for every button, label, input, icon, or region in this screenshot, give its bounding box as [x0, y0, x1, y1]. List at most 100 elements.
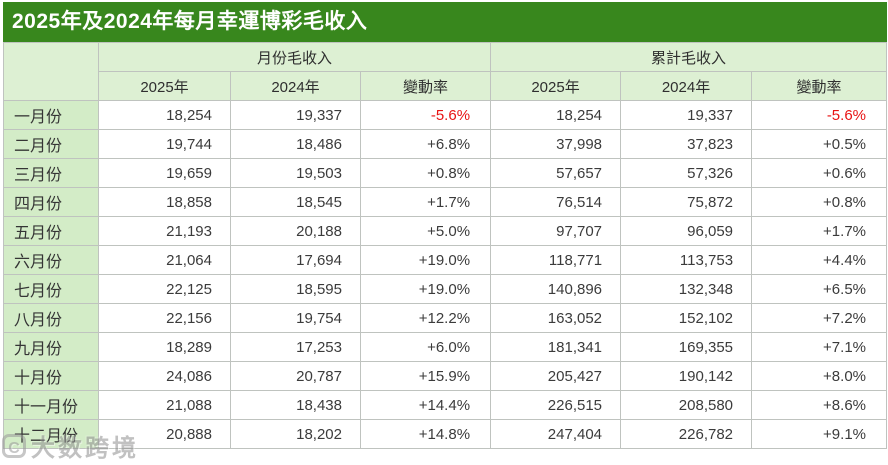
month-cell: 七月份: [3, 274, 99, 304]
monthly-2024-cell: 19,754: [230, 303, 361, 333]
header-cumulative-change: 變動率: [751, 71, 887, 101]
monthly-change-cell: +15.9%: [359, 361, 492, 391]
table-header: 月份毛收入 累計毛收入 2025年 2024年 變動率 2025年 2024年 …: [3, 42, 887, 101]
group-header-row: 月份毛收入 累計毛收入: [3, 42, 887, 101]
monthly-2024-cell: 18,438: [230, 390, 361, 420]
group-header-monthly: 月份毛收入: [97, 42, 492, 72]
cumulative-2024-cell: 132,348: [620, 274, 753, 304]
monthly-change-cell: +6.0%: [359, 332, 492, 362]
cumulative-2024-cell: 208,580: [620, 390, 753, 420]
month-cell: 十一月份: [3, 390, 99, 420]
cumulative-2025-cell: 247,404: [490, 419, 622, 449]
monthly-2025-cell: 19,659: [98, 158, 231, 188]
cumulative-2024-cell: 19,337: [620, 100, 753, 130]
month-cell: 八月份: [3, 303, 99, 333]
cumulative-2025-cell: 37,998: [490, 129, 622, 159]
cumulative-2025-cell: 140,896: [490, 274, 622, 304]
monthly-2025-cell: 22,156: [98, 303, 231, 333]
revenue-table: 月份毛收入 累計毛收入 2025年 2024年 變動率 2025年 2024年 …: [3, 42, 887, 449]
table-body: 一月份 18,254 19,337 -5.6% 18,254 19,337 -5.6% 二月份…: [3, 100, 887, 449]
cumulative-2025-cell: 226,515: [490, 390, 622, 420]
cumulative-change-cell: +0.5%: [751, 129, 887, 159]
cumulative-2025-cell: 18,254: [490, 100, 622, 130]
sub-header-row: 2025年 2024年 變動率 2025年 2024年 變動率: [4, 71, 887, 101]
monthly-change-cell: +19.0%: [359, 245, 492, 275]
cumulative-change-cell: +6.5%: [751, 274, 887, 304]
cumulative-change-cell: +8.6%: [751, 390, 887, 420]
table-row: 七月份 22,125 18,595 +19.0% 140,896 132,348 +6.5%: [3, 274, 887, 304]
table-row: 八月份 22,156 19,754 +12.2% 163,052 152,102 +7.2%: [3, 303, 887, 333]
month-cell: 五月份: [3, 216, 99, 246]
cumulative-2024-cell: 226,782: [620, 419, 753, 449]
monthly-2024-cell: 18,486: [230, 129, 361, 159]
cumulative-2025-cell: 163,052: [490, 303, 622, 333]
month-cell: 三月份: [3, 158, 99, 188]
monthly-change-cell: +0.8%: [359, 158, 492, 188]
cumulative-change-cell: +0.8%: [751, 187, 887, 217]
cumulative-2024-cell: 75,872: [620, 187, 753, 217]
cumulative-2025-cell: 57,657: [490, 158, 622, 188]
monthly-2025-cell: 18,289: [98, 332, 231, 362]
table-row: 六月份 21,064 17,694 +19.0% 118,771 113,753 +4.4%: [3, 245, 887, 275]
cumulative-2024-cell: 169,355: [620, 332, 753, 362]
monthly-2025-cell: 20,888: [98, 419, 231, 449]
monthly-2025-cell: 21,064: [98, 245, 231, 275]
table-row: 十月份 24,086 20,787 +15.9% 205,427 190,142 +8.0%: [3, 361, 887, 391]
header-monthly-2025: 2025年: [98, 71, 231, 101]
cumulative-change-cell: +1.7%: [751, 216, 887, 246]
corner-cell: [3, 42, 99, 101]
monthly-change-cell: +12.2%: [359, 303, 492, 333]
month-cell: 四月份: [3, 187, 99, 217]
monthly-change-cell: +14.8%: [359, 419, 492, 449]
monthly-2025-cell: 21,193: [98, 216, 231, 246]
revenue-table-page: 2025年及2024年每月幸運博彩毛收入 月份毛收入 累計毛收入 2025年 2…: [3, 2, 887, 449]
cumulative-change-cell: +9.1%: [751, 419, 887, 449]
monthly-2025-cell: 18,858: [98, 187, 231, 217]
header-cumulative-2024: 2024年: [620, 71, 753, 101]
monthly-2024-cell: 18,202: [230, 419, 361, 449]
table-row: 二月份 19,744 18,486 +6.8% 37,998 37,823 +0.5%: [3, 129, 887, 159]
cumulative-2025-cell: 97,707: [490, 216, 622, 246]
monthly-2024-cell: 19,503: [230, 158, 361, 188]
cumulative-2025-cell: 76,514: [490, 187, 622, 217]
monthly-2025-cell: 21,088: [98, 390, 231, 420]
monthly-2025-cell: 18,254: [98, 100, 231, 130]
month-cell: 二月份: [3, 129, 99, 159]
cumulative-2024-cell: 152,102: [620, 303, 753, 333]
cumulative-2024-cell: 190,142: [620, 361, 753, 391]
cumulative-2025-cell: 205,427: [490, 361, 622, 391]
monthly-2024-cell: 17,253: [230, 332, 361, 362]
table-row: 五月份 21,193 20,188 +5.0% 97,707 96,059 +1.7%: [3, 216, 887, 246]
cumulative-2024-cell: 57,326: [620, 158, 753, 188]
cumulative-change-cell: +0.6%: [751, 158, 887, 188]
monthly-2025-cell: 19,744: [98, 129, 231, 159]
header-monthly-change: 變動率: [359, 71, 492, 101]
monthly-2024-cell: 20,787: [230, 361, 361, 391]
monthly-2025-cell: 24,086: [98, 361, 231, 391]
cumulative-2024-cell: 113,753: [620, 245, 753, 275]
cumulative-change-cell: +7.2%: [751, 303, 887, 333]
monthly-2024-cell: 18,545: [230, 187, 361, 217]
header-monthly-2024: 2024年: [230, 71, 361, 101]
table-row: 十二月份 20,888 18,202 +14.8% 247,404 226,782 +9.1…: [3, 419, 887, 449]
monthly-2024-cell: 20,188: [230, 216, 361, 246]
page-title: 2025年及2024年每月幸運博彩毛收入: [3, 2, 887, 42]
month-cell: 一月份: [3, 100, 99, 130]
monthly-2024-cell: 18,595: [230, 274, 361, 304]
month-cell: 十月份: [3, 361, 99, 391]
cumulative-change-cell: -5.6%: [751, 100, 887, 130]
table-row: 三月份 19,659 19,503 +0.8% 57,657 57,326 +0.6%: [3, 158, 887, 188]
header-cumulative-2025: 2025年: [490, 71, 622, 101]
monthly-change-cell: +19.0%: [359, 274, 492, 304]
cumulative-2025-cell: 181,341: [490, 332, 622, 362]
monthly-2024-cell: 19,337: [230, 100, 361, 130]
table-row: 九月份 18,289 17,253 +6.0% 181,341 169,355 +7.1%: [3, 332, 887, 362]
monthly-2024-cell: 17,694: [230, 245, 361, 275]
month-cell: 九月份: [3, 332, 99, 362]
month-cell: 六月份: [3, 245, 99, 275]
monthly-change-cell: +1.7%: [359, 187, 492, 217]
table-row: 四月份 18,858 18,545 +1.7% 76,514 75,872 +0.8%: [3, 187, 887, 217]
monthly-change-cell: +14.4%: [359, 390, 492, 420]
cumulative-change-cell: +7.1%: [751, 332, 887, 362]
monthly-change-cell: +5.0%: [359, 216, 492, 246]
